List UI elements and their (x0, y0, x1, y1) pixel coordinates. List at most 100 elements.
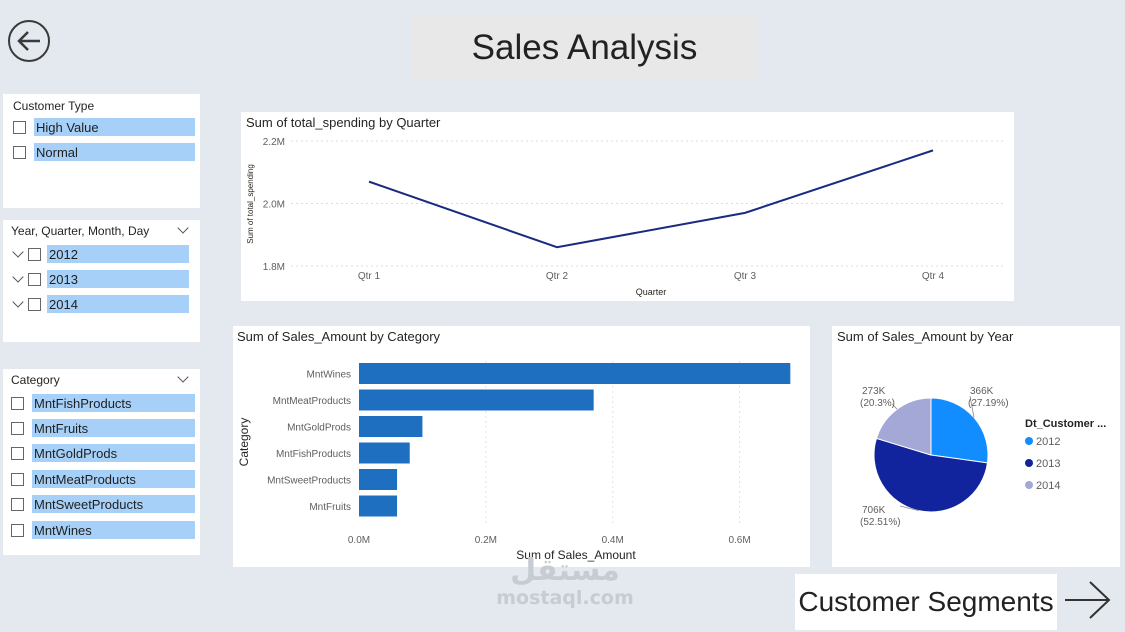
slicer-item-label: 2014 (47, 295, 189, 313)
slicer-item-label: MntFishProducts (32, 394, 195, 412)
series-line (368, 149, 934, 249)
legend-label: 2014 (1036, 480, 1060, 492)
x-tick-label: Qtr 2 (546, 271, 569, 282)
line-chart: 1.8M 2.0M 2.2M Qtr 1 Qtr 2 Qtr 3 Qtr 4 Quarter S… (246, 137, 1006, 297)
checkbox[interactable] (13, 145, 26, 159)
checkbox[interactable] (13, 120, 26, 134)
checkbox[interactable] (28, 297, 41, 311)
slicer-item-label: MntFruits (32, 419, 195, 437)
slicer-title: Category (11, 373, 60, 387)
slicer-item-normal[interactable]: Normal (13, 143, 195, 161)
slicer-item-2012[interactable]: 2012 (11, 245, 189, 263)
pie-slice (930, 397, 989, 464)
x-tick-label: 0.4M (602, 535, 624, 546)
chevron-down-icon[interactable] (177, 371, 189, 383)
bar (359, 363, 791, 384)
watermark-logo: مستقل (510, 553, 620, 588)
y-axis-title: Category (237, 418, 251, 467)
bar (359, 495, 398, 517)
checkbox[interactable] (28, 247, 41, 261)
line-chart-card[interactable]: Sum of total_spending by Quarter 1.8M 2.0… (241, 112, 1014, 301)
slicer-item-label: 2012 (47, 245, 189, 263)
date-hierarchy-slicer: Year, Quarter, Month, Day 2012 2013 2014 (3, 220, 200, 342)
x-tick-label: Qtr 1 (358, 271, 381, 282)
customer-type-slicer: Customer Type High Value Normal (3, 94, 200, 208)
x-tick-label: Qtr 4 (922, 271, 945, 282)
slicer-item-gold[interactable]: MntGoldProds (11, 444, 195, 462)
page-title-box: Sales Analysis (411, 16, 758, 79)
category-slicer: Category MntFishProducts MntFruits MntGo… (3, 369, 200, 555)
pie-chart: 366K(27.19%) 706K(52.51%) 273K(20.3%) Dt_Cu… (860, 386, 1106, 528)
slicer-item-label: MntSweetProducts (32, 495, 195, 513)
slicer-item-label: Normal (34, 143, 195, 161)
slicer-item-2013[interactable]: 2013 (11, 270, 189, 288)
slicer-item-label: High Value (34, 118, 195, 136)
slicer-item-label: MntMeatProducts (32, 470, 195, 488)
slicer-item-fish[interactable]: MntFishProducts (11, 394, 195, 412)
data-label-percent: (20.3%) (860, 398, 895, 409)
watermark: مستقل mostaql.com (480, 553, 650, 610)
slicer-title: Customer Type (13, 99, 95, 113)
x-tick-label: 0.0M (348, 535, 370, 546)
legend-label: 2012 (1036, 436, 1060, 448)
checkbox[interactable] (11, 497, 24, 511)
chart-title: Sum of Sales_Amount by Year (837, 329, 1014, 344)
y-tick-label: MntSweetProducts (267, 476, 351, 487)
y-tick-label: MntGoldProds (287, 423, 351, 434)
back-button[interactable] (8, 20, 50, 62)
data-label: 706K (862, 505, 886, 516)
y-tick-label: MntFruits (309, 502, 351, 513)
customer-segments-button[interactable]: Customer Segments (795, 574, 1057, 630)
arrow-right-icon[interactable] (1062, 578, 1114, 622)
x-axis-title: Sum of Sales_Amount (516, 548, 636, 562)
chart-title: Sum of Sales_Amount by Category (237, 329, 441, 344)
pie-chart-card[interactable]: Sum of Sales_Amount by Year 366K (27.19%)… (832, 326, 1120, 567)
leader-line (891, 403, 898, 410)
watermark-url: mostaql.com (496, 587, 634, 609)
bar-chart: 0.0M 0.2M 0.4M 0.6M MntWines MntMeatProducts M… (237, 361, 791, 562)
checkbox[interactable] (28, 272, 41, 286)
bar (359, 442, 410, 464)
leader-line (899, 505, 919, 512)
y-axis-title: Sum of total_spending (246, 164, 255, 244)
legend-marker (1025, 459, 1033, 467)
bar-chart-card[interactable]: Sum of Sales_Amount by Category 0.0M 0.2M… (233, 326, 810, 567)
checkbox[interactable] (11, 472, 24, 486)
slicer-item-sweet[interactable]: MntSweetProducts (11, 495, 195, 513)
leader-line (969, 395, 975, 418)
slicer-item-wines[interactable]: MntWines (11, 521, 195, 539)
legend-label: 2013 (1036, 458, 1060, 470)
data-label: 273K (862, 386, 886, 397)
bar (359, 416, 423, 437)
y-tick-label: 1.8M (263, 262, 285, 273)
y-tick-label: 2.2M (263, 137, 285, 148)
x-tick-label: 0.6M (728, 535, 750, 546)
customer-segments-label: Customer Segments (798, 586, 1054, 617)
y-tick-label: MntFishProducts (276, 449, 351, 460)
slicer-title: Year, Quarter, Month, Day (11, 224, 150, 238)
legend-marker (1025, 481, 1033, 489)
data-label-percent: (27.19%) (968, 398, 1009, 409)
expand-chevron-icon[interactable] (12, 296, 24, 308)
chevron-down-icon[interactable] (177, 222, 189, 234)
slicer-item-2014[interactable]: 2014 (11, 295, 189, 313)
chart-title: Sum of total_spending by Quarter (246, 115, 441, 130)
expand-chevron-icon[interactable] (12, 271, 24, 283)
y-tick-label: MntMeatProducts (273, 396, 351, 407)
checkbox[interactable] (11, 396, 24, 410)
checkbox[interactable] (11, 421, 24, 435)
slicer-item-label: MntGoldProds (32, 444, 195, 462)
y-tick-label: MntWines (307, 370, 351, 381)
page-title: Sales Analysis (471, 27, 698, 67)
arrow-left-icon (17, 31, 40, 51)
slicer-item-meat[interactable]: MntMeatProducts (11, 470, 195, 488)
slicer-item-high-value[interactable]: High Value (13, 118, 195, 136)
checkbox[interactable] (11, 523, 24, 537)
x-tick-label: Qtr 3 (734, 271, 757, 282)
slicer-item-label: 2013 (47, 270, 189, 288)
slicer-item-fruits[interactable]: MntFruits (11, 419, 195, 437)
expand-chevron-icon[interactable] (12, 246, 24, 258)
checkbox[interactable] (11, 446, 24, 460)
bar (359, 389, 594, 411)
data-label: 366K (970, 386, 994, 397)
